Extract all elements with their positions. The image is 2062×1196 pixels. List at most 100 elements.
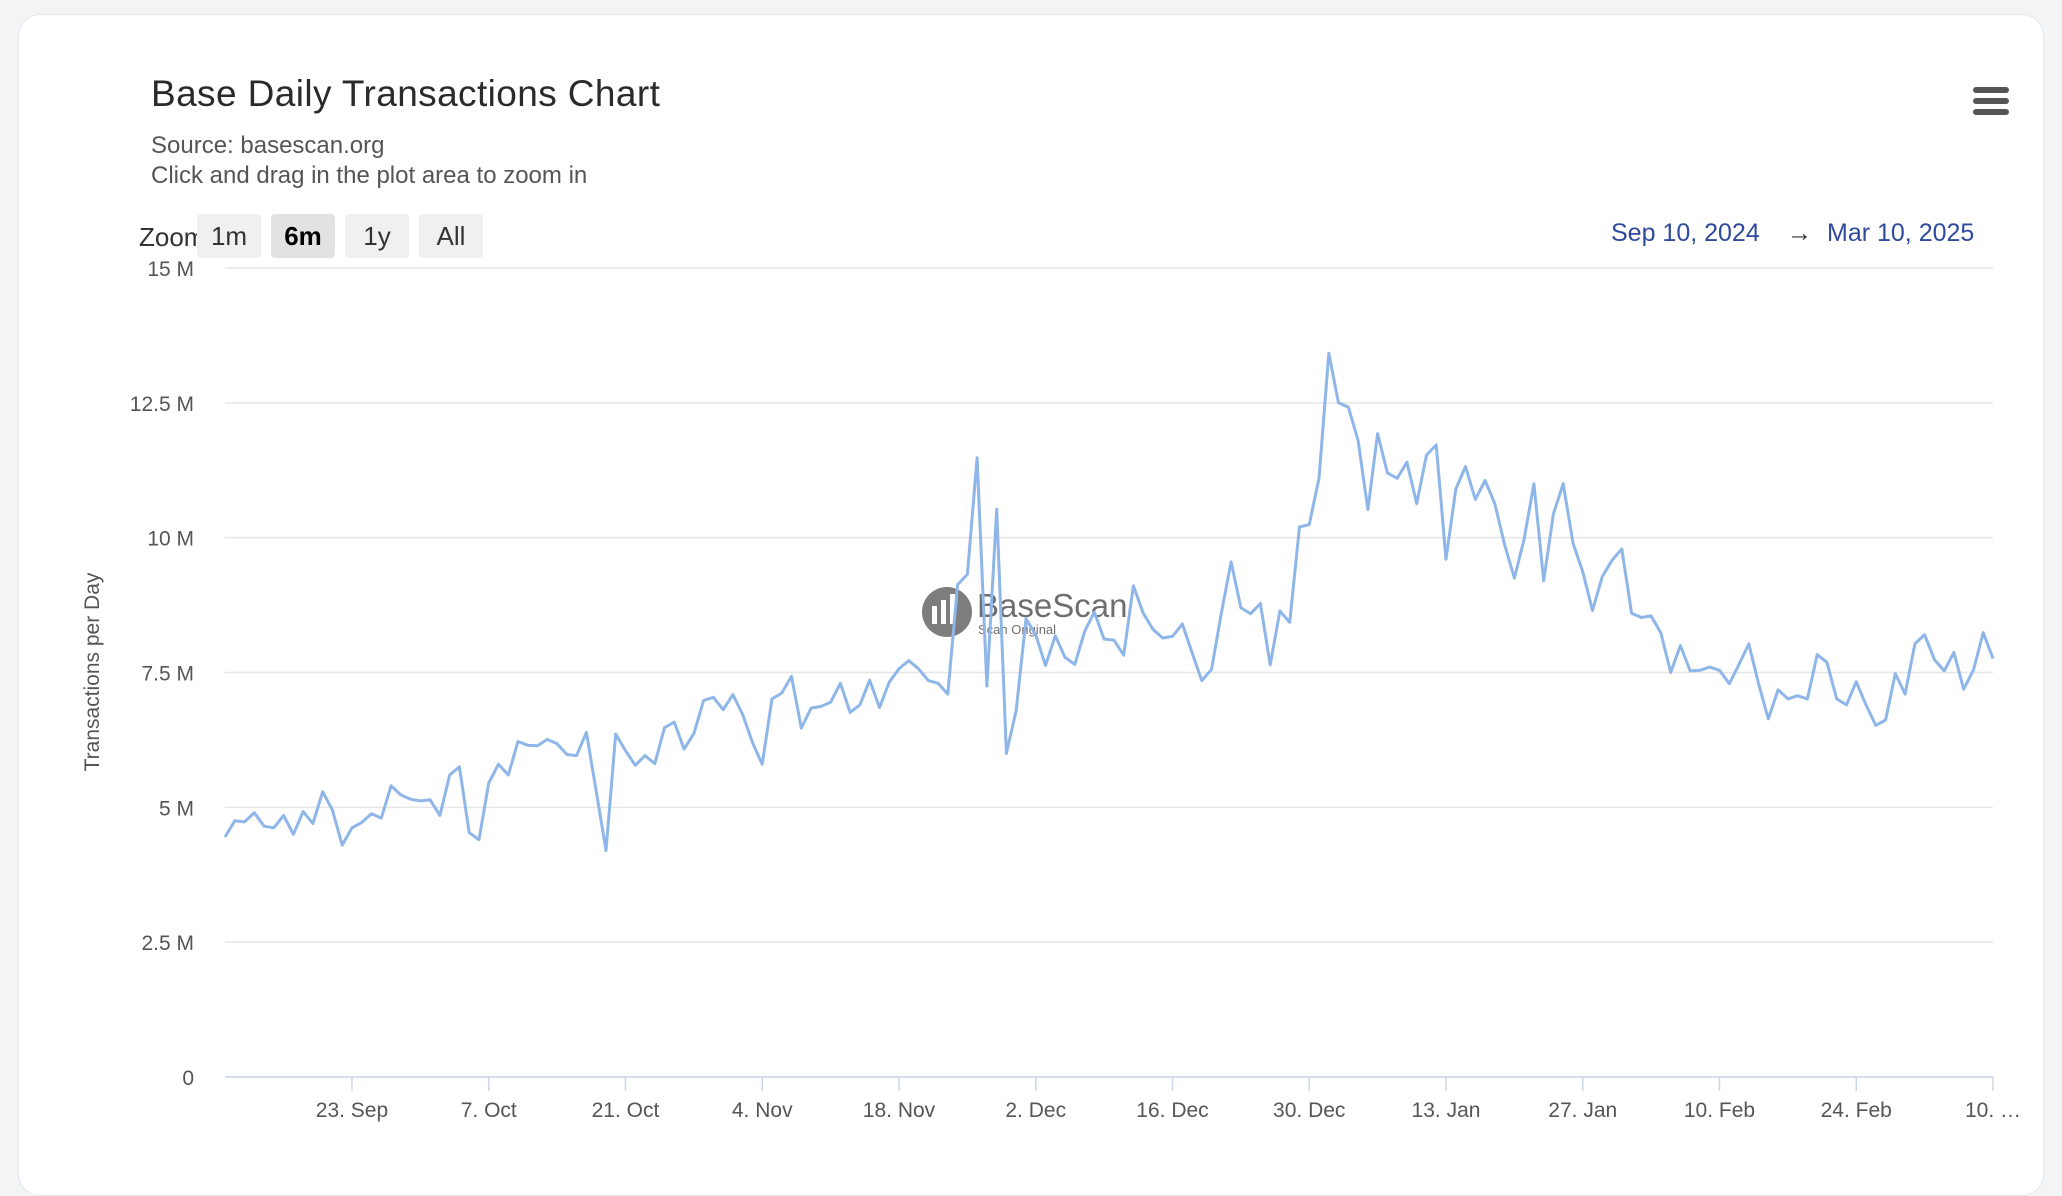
data-point[interactable] — [1834, 696, 1839, 701]
data-point[interactable] — [643, 753, 648, 758]
data-point[interactable] — [1258, 601, 1263, 606]
data-point[interactable] — [555, 741, 560, 746]
data-point[interactable] — [662, 725, 667, 730]
data-point[interactable] — [789, 674, 794, 679]
data-point[interactable] — [750, 740, 755, 745]
data-point[interactable] — [1443, 557, 1448, 562]
data-point[interactable] — [1434, 442, 1439, 447]
line-chart[interactable]: 0 2.5 M 5 M 7.5 M 10 M 12.5 M 15 M 23. Sep 7. O… — [0, 0, 2062, 1168]
data-point[interactable] — [291, 832, 296, 837]
data-point[interactable] — [1531, 481, 1536, 486]
data-point[interactable] — [1600, 574, 1605, 579]
data-point[interactable] — [1610, 558, 1615, 563]
data-point[interactable] — [310, 821, 315, 826]
data-point[interactable] — [252, 810, 257, 815]
data-point[interactable] — [1238, 605, 1243, 610]
data-point[interactable] — [1287, 620, 1292, 625]
data-point[interactable] — [1307, 522, 1312, 527]
data-point[interactable] — [1053, 633, 1058, 638]
data-point[interactable] — [1404, 460, 1409, 465]
data-point[interactable] — [760, 762, 765, 767]
data-point[interactable] — [1326, 351, 1331, 356]
data-point[interactable] — [1229, 559, 1234, 564]
data-point[interactable] — [1590, 608, 1595, 613]
data-point[interactable] — [770, 696, 775, 701]
data-point[interactable] — [1658, 631, 1663, 636]
data-point[interactable] — [301, 809, 306, 814]
data-point[interactable] — [1199, 678, 1204, 683]
data-point[interactable] — [437, 813, 442, 818]
hamburger-menu-icon[interactable] — [1973, 87, 2009, 119]
data-point[interactable] — [857, 702, 862, 707]
data-point[interactable] — [799, 726, 804, 731]
data-point[interactable] — [1121, 653, 1126, 658]
data-point[interactable] — [1219, 611, 1224, 616]
data-point[interactable] — [447, 772, 452, 777]
data-point[interactable] — [652, 761, 657, 766]
data-point[interactable] — [1190, 650, 1195, 655]
data-point[interactable] — [828, 700, 833, 705]
range-from-date[interactable]: Sep 10, 2024 — [1611, 219, 1760, 247]
data-point[interactable] — [1707, 665, 1712, 670]
data-point[interactable] — [1844, 702, 1849, 707]
data-point[interactable] — [330, 808, 335, 813]
data-point[interactable] — [408, 797, 413, 802]
data-point[interactable] — [1170, 634, 1175, 639]
data-point[interactable] — [730, 692, 735, 697]
range-to-date[interactable]: Mar 10, 2025 — [1827, 219, 1975, 247]
data-point[interactable] — [809, 706, 814, 711]
data-point[interactable] — [955, 582, 960, 587]
data-point[interactable] — [1951, 650, 1956, 655]
data-point[interactable] — [613, 731, 618, 736]
data-point[interactable] — [1971, 667, 1976, 672]
data-point[interactable] — [877, 705, 882, 710]
data-point[interactable] — [1082, 629, 1087, 634]
data-point[interactable] — [564, 752, 569, 757]
data-point[interactable] — [1141, 611, 1146, 616]
data-point[interactable] — [1864, 702, 1869, 707]
data-point[interactable] — [984, 683, 989, 688]
data-point[interactable] — [838, 681, 843, 686]
data-point[interactable] — [1102, 637, 1107, 642]
data-point[interactable] — [1033, 632, 1038, 637]
data-point[interactable] — [740, 712, 745, 717]
data-point[interactable] — [1023, 616, 1028, 621]
data-point[interactable] — [1756, 681, 1761, 686]
data-point[interactable] — [594, 789, 599, 794]
data-point[interactable] — [1883, 717, 1888, 722]
data-point[interactable] — [682, 747, 687, 752]
data-point[interactable] — [965, 572, 970, 577]
data-point[interactable] — [887, 680, 892, 685]
data-point[interactable] — [1483, 478, 1488, 483]
data-point[interactable] — [1385, 470, 1390, 475]
data-point[interactable] — [516, 739, 521, 744]
data-point[interactable] — [672, 720, 677, 725]
zoom-1m-button[interactable]: 1m — [197, 214, 261, 258]
data-point[interactable] — [1248, 611, 1253, 616]
data-point[interactable] — [1639, 615, 1644, 620]
data-point[interactable] — [574, 753, 579, 758]
data-point[interactable] — [1561, 481, 1566, 486]
data-point[interactable] — [349, 825, 354, 830]
data-point[interactable] — [428, 797, 433, 802]
data-point[interactable] — [1688, 668, 1693, 673]
zoom-1y-button[interactable]: 1y — [345, 214, 409, 258]
data-point[interactable] — [271, 825, 276, 830]
data-point[interactable] — [1922, 632, 1927, 637]
data-point[interactable] — [1580, 569, 1585, 574]
data-point[interactable] — [926, 678, 931, 683]
zoom-all-button[interactable]: All — [419, 214, 483, 258]
data-point[interactable] — [1004, 751, 1009, 756]
data-point[interactable] — [1160, 635, 1165, 640]
data-point[interactable] — [1375, 431, 1380, 436]
data-point[interactable] — [1180, 621, 1185, 626]
data-point[interactable] — [945, 692, 950, 697]
data-point[interactable] — [1092, 610, 1097, 615]
data-point[interactable] — [633, 763, 638, 768]
data-point[interactable] — [1395, 476, 1400, 481]
data-point[interactable] — [389, 783, 394, 788]
data-point[interactable] — [1541, 578, 1546, 583]
data-point[interactable] — [711, 695, 716, 700]
data-point[interactable] — [320, 789, 325, 794]
data-point[interactable] — [1766, 716, 1771, 721]
